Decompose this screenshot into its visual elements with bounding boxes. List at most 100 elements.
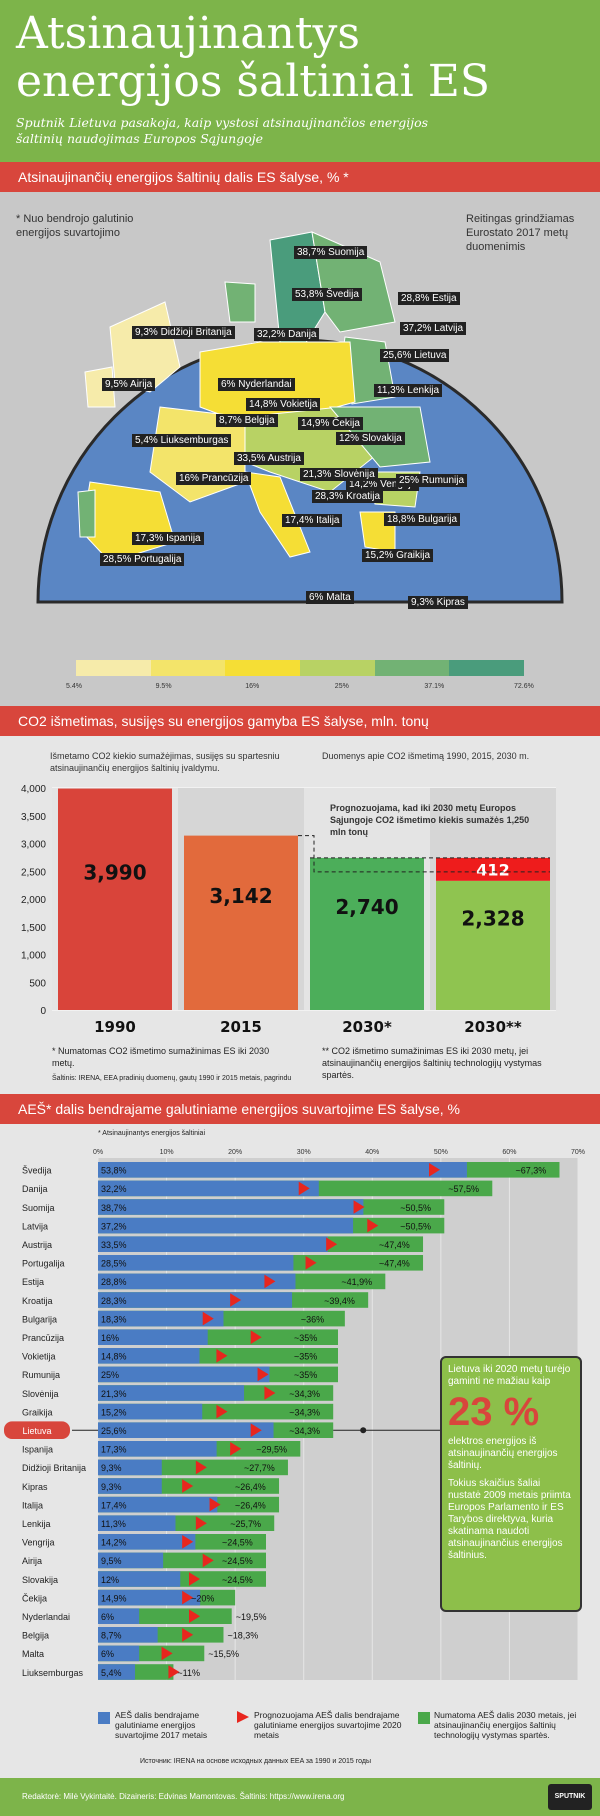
co2-chart: 0 500 1,000 1,500 2,000 2,500 3,000 3,500 4,000 1…: [21, 784, 556, 1036]
aes-value-2030: ~18,3%: [227, 1631, 258, 1641]
scale-segment: [300, 660, 375, 676]
aes-x-tick: 10%: [160, 1149, 174, 1156]
co2-value-label: 2,740: [335, 895, 398, 919]
aes-value-2030: ~34,3%: [289, 1389, 320, 1399]
aes-value-2030: ~24,5%: [222, 1538, 253, 1548]
aes-marker-2020: [168, 1665, 180, 1679]
aes-x-tick: 50%: [434, 1149, 448, 1156]
aes-country-label: Slovėnija: [22, 1389, 59, 1399]
aes-value-2017: 28,3%: [101, 1296, 127, 1306]
co2-bar: [436, 880, 550, 1010]
map-label: 32,2% Danija: [254, 328, 320, 341]
aes-x-tick: 30%: [297, 1149, 311, 1156]
aes-marker-2020: [367, 1218, 379, 1233]
aes-marker-2020: [161, 1646, 173, 1661]
aes-value-2017: 15,2%: [101, 1407, 127, 1417]
aes-value-2017: 17,3%: [101, 1445, 127, 1455]
co2-value-label: 3,990: [83, 860, 146, 884]
co2-x-tick: 2030**: [464, 1018, 522, 1036]
aes-bar-2017: [98, 1534, 196, 1550]
co2-x-tick: 2030*: [342, 1018, 392, 1036]
aes-country-label: Italija: [22, 1500, 43, 1510]
co2-y-tick: 2,000: [21, 895, 46, 906]
map-label: 21,3% Slovėnija: [300, 468, 378, 481]
aes-value-2030: ~20%: [191, 1593, 214, 1603]
aes-value-2030: ~26,4%: [235, 1500, 266, 1510]
aes-value-2030: ~50,5%: [400, 1203, 431, 1213]
aes-bar-2017: [98, 1441, 217, 1457]
scale-segment: [225, 660, 301, 676]
co2-bar: [310, 857, 424, 1010]
legend-marker-2020: [237, 1711, 249, 1723]
co2-bar: [58, 788, 172, 1010]
aes-value-2017: 6%: [101, 1612, 114, 1622]
highlight-value: 23 %: [448, 1390, 540, 1434]
scale-segment: [374, 660, 450, 676]
co2-section-title: CO2 išmetimas, susijęs su energijos gamy…: [0, 706, 600, 736]
map-label: 8,7% Belgija: [216, 414, 278, 427]
co2-y-tick: 1,000: [21, 951, 46, 962]
legend-swatch-2017: [98, 1712, 110, 1724]
aes-bar-2017: [98, 1403, 203, 1420]
scale-segment: [76, 660, 151, 676]
aes-value-2017: 8,7%: [101, 1631, 122, 1641]
aes-country-label: Vengrija: [22, 1538, 55, 1548]
aes-country-label: Lenkija: [22, 1519, 51, 1529]
aes-x-tick: 20%: [228, 1149, 242, 1156]
co2-desc-left: Išmetamo CO2 kiekio sumažėjimas, susijęs…: [50, 751, 280, 773]
aes-marker-2020: [182, 1628, 194, 1642]
aes-country-label: Graikija: [22, 1407, 53, 1417]
aes-marker-2020: [189, 1609, 200, 1623]
co2-y-tick: 3,000: [21, 840, 46, 851]
aes-bar-2017: [98, 1589, 201, 1606]
aes-value-2017: 28,8%: [101, 1277, 127, 1287]
scale-segment: [150, 660, 226, 676]
aes-bar-2017: [98, 1348, 200, 1364]
aes-value-2030: ~35%: [294, 1370, 317, 1380]
aes-value-2030: ~25,7%: [230, 1519, 261, 1529]
aes-marker-2020: [202, 1553, 214, 1568]
aes-section-title: AEŠ* dalis bendrajame galutiniame energi…: [0, 1094, 600, 1124]
map-scale-bar: [76, 660, 525, 676]
aes-x-tick: 60%: [502, 1149, 516, 1156]
aes-value-2030: ~67,3%: [515, 1166, 546, 1176]
aes-marker-2020: [216, 1404, 228, 1419]
aes-marker-2020: [257, 1367, 269, 1382]
aes-value-2030: ~39,4%: [324, 1296, 355, 1306]
aes-country-label: Kipras: [22, 1482, 48, 1492]
aes-bar-2017: [98, 1496, 218, 1513]
aes-value-2017: 21,3%: [101, 1389, 127, 1399]
aes-value-2017: 17,4%: [101, 1500, 127, 1510]
aes-country-label: Estija: [22, 1277, 44, 1287]
aes-value-2030: ~26,4%: [235, 1482, 266, 1492]
aes-marker-2020: [202, 1311, 214, 1326]
scale-tick-label: 72.6%: [514, 683, 534, 690]
aes-value-2017: 9,3%: [101, 1463, 122, 1473]
aes-value-2030: ~11%: [177, 1668, 200, 1678]
map-label: 14,8% Vokietija: [246, 398, 321, 411]
aes-country-label: Rumunija: [22, 1370, 60, 1380]
aes-value-2030: ~47,4%: [379, 1259, 410, 1269]
map-label: 53,8% Švedija: [292, 288, 362, 301]
aes-value-2030: ~24,5%: [222, 1575, 253, 1585]
aes-bar-2017: [98, 1515, 176, 1531]
scale-tick-label: 9.5%: [155, 683, 172, 690]
aes-bar-2017: [98, 1459, 162, 1476]
co2-y-tick: 1,500: [21, 923, 46, 934]
aes-country-label: Liuksemburgas: [22, 1668, 84, 1678]
aes-value-2017: 6%: [101, 1649, 114, 1659]
aes-value-2030: ~50,5%: [400, 1221, 431, 1231]
aes-value-2030: ~15,5%: [208, 1649, 239, 1659]
map-section-title: Atsinaujinančių energijos šaltinių dalis…: [0, 162, 600, 192]
map-label: 33,5% Austrija: [234, 452, 304, 465]
aes-value-2030: ~41,9%: [341, 1277, 372, 1287]
aes-marker-2020: [305, 1256, 317, 1270]
aes-bar-2017: [98, 1217, 354, 1234]
map-note-right: Reitingas grindžiamas Eurostato 2017 met…: [466, 213, 575, 253]
aes-marker-2020: [195, 1460, 207, 1475]
aes-value-2017: 18,3%: [101, 1314, 127, 1324]
aes-marker-2020: [182, 1479, 194, 1493]
aes-value-2030: ~57,5%: [448, 1184, 479, 1194]
page-subtitle: Sputnik Lietuva pasakoja, kaip vystosi a…: [16, 115, 429, 146]
aes-bar-2017: [98, 1162, 467, 1178]
